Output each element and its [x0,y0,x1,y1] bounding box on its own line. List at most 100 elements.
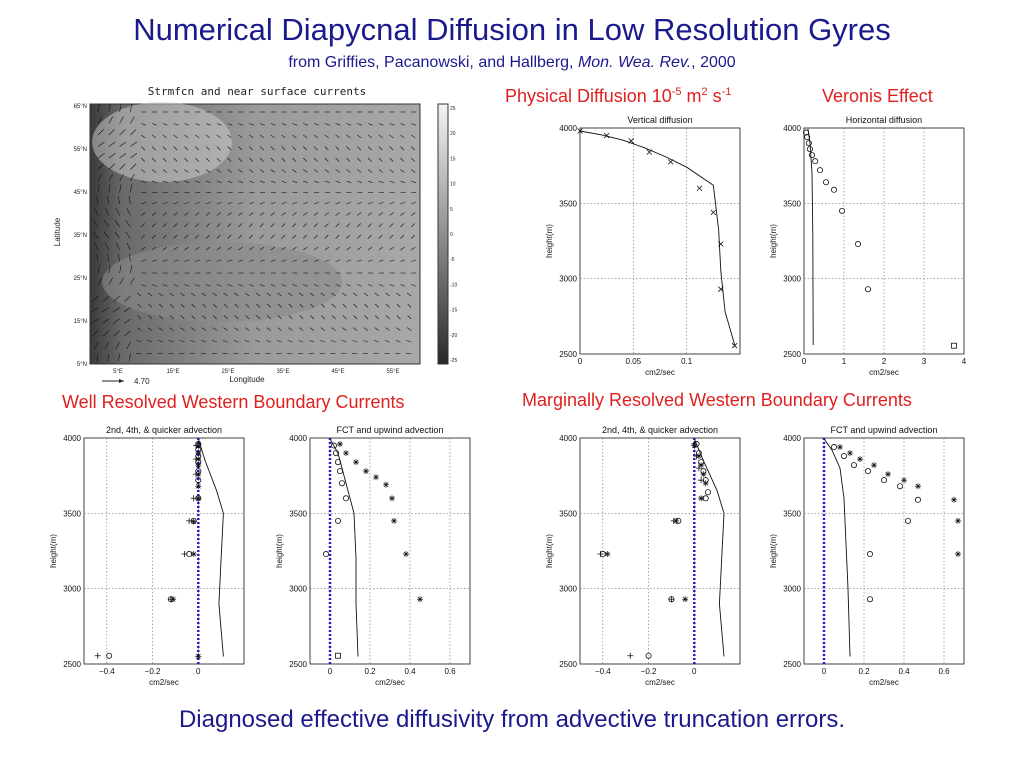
current-arrow [234,327,239,331]
current-arrow [108,184,111,193]
current-arrow [216,180,222,183]
lon-tick-label: 25°E [221,369,234,375]
current-arrow [151,212,157,216]
data-point-star [190,518,197,525]
current-arrow [255,340,261,343]
data-point-circle [831,186,838,193]
current-arrow [162,146,167,151]
data-point-circle [803,129,810,136]
lon-tick-label: 5°E [113,369,123,375]
current-arrow [136,292,142,297]
current-arrow [227,284,233,287]
current-arrow [216,212,222,216]
data-point-star [195,483,202,490]
y-tick-label: 4000 [289,434,307,443]
current-arrow [407,303,412,308]
current-arrow [151,146,156,151]
current-arrow [292,284,298,287]
current-arrow [173,259,179,262]
current-arrow [195,246,200,251]
current-arrow [184,157,189,162]
data-point-plus [181,551,188,558]
current-arrow [335,212,340,216]
current-arrow [238,134,243,139]
current-arrow [288,292,293,297]
horizontal-diffusion-chart: Horizontal diffusion 0 1 2 3 4 2500 3000 3500 400… [769,115,967,377]
well-resolved-label: Well Resolved Western Boundary Currents [62,392,405,412]
current-arrow [303,123,309,126]
current-arrow [346,234,351,239]
y-tick-label: 3000 [289,585,307,594]
current-arrow [205,201,211,205]
current-arrow [151,201,157,205]
current-arrow [173,284,179,287]
current-arrow [281,284,287,287]
current-arrow [346,201,352,205]
current-arrow [249,123,255,126]
current-arrow [107,253,110,262]
current-arrow [363,340,369,343]
current-arrow [331,327,336,331]
current-arrow [270,123,276,126]
current-arrow [400,201,406,205]
physical-diffusion-label: Physical Diffusion 10-5 m2 s-1 [505,86,731,107]
current-arrow [128,253,131,262]
x-tick-label: −0.4 [595,667,611,676]
data-point-star [391,517,397,524]
current-arrow [195,134,200,139]
current-arrow [356,146,361,151]
current-arrow [190,327,196,331]
y-tick-label: 2500 [783,350,801,359]
current-arrow [118,353,120,362]
current-arrow [313,180,319,183]
data-point-x [696,185,703,192]
current-arrow [270,134,276,139]
current-arrow [277,303,282,308]
y-tick-label: 3500 [559,199,577,208]
current-arrow [364,303,369,308]
y-tick-label: 3000 [63,585,81,594]
current-arrow [324,246,330,251]
current-arrow [324,146,329,151]
current-arrow [97,141,105,147]
current-arrow [126,208,131,216]
current-arrow [266,327,271,331]
current-arrow [389,223,394,228]
data-point-circle [839,207,846,214]
current-arrow [259,201,265,205]
current-arrow [249,169,254,173]
current-arrow [357,212,362,216]
markers [831,444,961,603]
data-point-star [837,444,843,451]
lat-tick-label: 45°N [74,190,87,196]
current-arrow [389,134,394,139]
current-arrow [93,231,99,239]
current-arrow [357,169,362,173]
series-line [197,438,224,657]
current-arrow [292,169,297,173]
current-arrow [249,201,254,205]
current-arrow [151,169,157,173]
current-arrow [331,292,336,297]
current-arrow [97,104,100,113]
current-arrow [335,259,341,262]
current-arrow [162,180,168,183]
current-arrow [184,284,190,287]
current-arrow [108,265,111,274]
current-arrow [342,315,347,320]
current-arrow [324,123,330,126]
current-arrow [108,277,114,285]
current-arrow [216,146,221,151]
current-arrow [205,134,211,139]
current-arrow [119,153,127,159]
current-arrow [378,284,384,287]
current-arrow [141,259,147,262]
current-arrow [180,315,185,320]
y-axis-label: height(m) [545,534,554,568]
current-arrow [238,123,244,126]
plot-area [803,437,965,665]
current-arrow [364,315,369,320]
data-point-plus [193,442,199,449]
current-arrow [281,169,286,173]
y-tick-label: 3000 [783,275,801,284]
